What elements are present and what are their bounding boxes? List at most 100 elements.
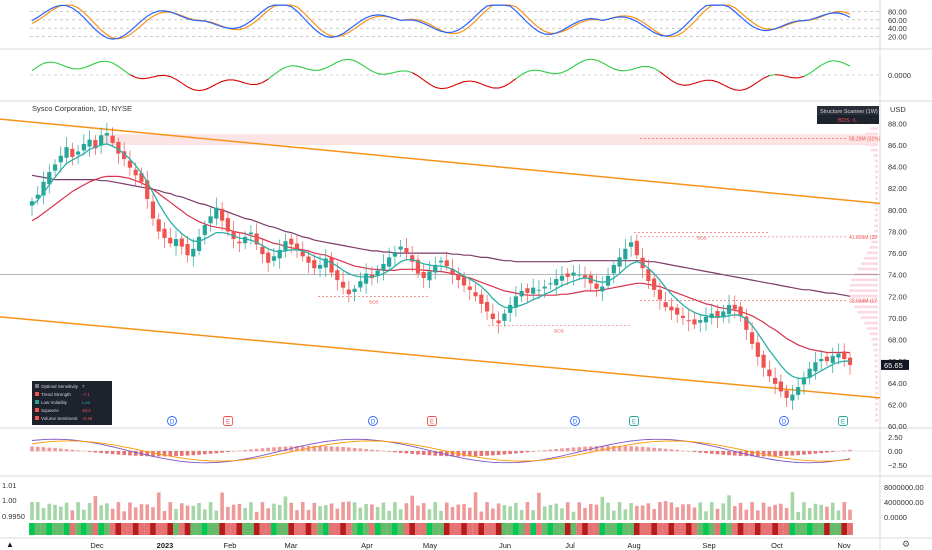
candle-body	[415, 259, 421, 274]
volume-profile-bar	[872, 235, 878, 238]
trend-strip-cell	[639, 523, 646, 535]
candle-body	[490, 313, 495, 320]
volume-profile-bar	[869, 246, 878, 249]
trend-strip-cell	[720, 523, 727, 535]
momentum-segment	[245, 82, 252, 86]
candle-body	[185, 244, 190, 256]
earnings-marker[interactable]: E	[629, 416, 639, 426]
volume-bar	[560, 508, 564, 520]
settings-gear-icon[interactable]: ⚙	[902, 540, 910, 550]
volume-bar	[53, 504, 57, 520]
trend-strip-cell	[409, 523, 416, 535]
level-label: 58.29M (31%)	[849, 137, 881, 143]
momentum-segment	[308, 68, 315, 71]
dividend-marker[interactable]: D	[368, 416, 378, 426]
candle-body	[594, 283, 599, 289]
volume-bar	[231, 504, 236, 520]
time-tick-label: Jul	[565, 541, 575, 550]
candle-body	[387, 257, 392, 267]
osc3-tick-label: 2.50	[888, 433, 903, 442]
volume-bar	[514, 502, 518, 520]
volume-bar	[848, 509, 852, 520]
trend-strip-cell	[536, 523, 542, 535]
time-tick-label: Mar	[285, 541, 298, 550]
volume-bar	[842, 502, 847, 520]
candle-body	[675, 307, 680, 315]
dividend-marker-label: D	[573, 420, 578, 426]
macd-histogram-bar	[583, 446, 587, 452]
dividend-marker[interactable]: D	[167, 416, 177, 426]
volume-profile-bar	[874, 159, 878, 163]
macd-histogram-bar	[260, 448, 265, 452]
candle-body	[289, 238, 294, 245]
macd-histogram-bar	[404, 451, 409, 454]
volume-bar	[151, 507, 155, 520]
volume-bar	[272, 503, 276, 520]
time-tick-label: Nov	[837, 541, 851, 550]
momentum-segment	[573, 62, 580, 67]
stats-panel: Optimal Sensitivity 7 Trend Strength -7.1 Lo…	[32, 381, 112, 425]
volume-bar	[675, 507, 679, 520]
macd-histogram-bar	[174, 451, 178, 457]
osc1-tick-label: 40.00	[888, 24, 907, 33]
trend-strip-cell	[841, 523, 848, 535]
momentum-segment	[273, 69, 281, 76]
dividend-marker[interactable]: D	[570, 416, 580, 426]
momentum-segment	[607, 65, 615, 70]
macd-histogram-bar	[295, 446, 299, 452]
macd-histogram-bar	[807, 451, 812, 455]
momentum-segment	[377, 72, 384, 75]
price-tick-label: 60.00	[888, 422, 907, 431]
macd-histogram-bar	[70, 449, 75, 452]
price-tick-label: 68.00	[888, 336, 907, 345]
candle-body	[300, 251, 305, 257]
macd-histogram-bar	[30, 446, 34, 452]
macd-histogram-bar	[444, 451, 449, 457]
momentum-segment	[406, 70, 413, 74]
macd-histogram-bar	[663, 448, 668, 452]
time-tick-label: Aug	[627, 541, 640, 550]
trend-strip-cell	[155, 523, 162, 535]
volume-profile-bar	[873, 229, 878, 233]
momentum-segment	[556, 72, 563, 75]
volume-bar	[93, 496, 98, 520]
dividend-marker-label: D	[782, 420, 787, 426]
trend-strip-cell	[766, 523, 773, 535]
macd-histogram-bar	[272, 447, 276, 452]
trend-strip-cell	[340, 523, 346, 535]
trend-strip-cell	[98, 523, 105, 535]
volume-profile-bar	[864, 321, 878, 325]
macd-histogram-bar	[347, 447, 351, 452]
earnings-marker[interactable]: E	[223, 416, 233, 426]
macd-histogram-bar	[35, 446, 40, 452]
trend-strip-cell	[305, 523, 312, 535]
volume-bar	[594, 504, 599, 520]
earnings-marker[interactable]: E	[838, 416, 848, 426]
trend-strip-cell	[438, 523, 444, 535]
volume-bar	[640, 505, 645, 520]
momentum-segment	[365, 67, 373, 72]
candle-body	[767, 369, 772, 377]
volume-profile-bar	[849, 283, 878, 287]
candle-body	[87, 139, 92, 147]
candle-body	[484, 301, 490, 312]
volume-profile-bar	[870, 127, 878, 130]
earnings-marker-label: E	[226, 420, 230, 426]
dividend-marker[interactable]: D	[779, 416, 789, 426]
macd-histogram-bar	[53, 448, 57, 452]
earnings-marker[interactable]: E	[427, 416, 437, 426]
volume-bar	[99, 505, 103, 520]
trend-strip-cell	[34, 523, 41, 535]
volume-bar	[133, 507, 138, 520]
momentum-segment	[798, 75, 805, 79]
price-tick-label: 74.00	[888, 271, 907, 280]
momentum-segment	[43, 61, 50, 64]
momentum-segment	[325, 64, 332, 69]
macd-histogram-bar	[398, 451, 403, 453]
macd-histogram-bar	[623, 446, 628, 452]
volume-bar	[756, 510, 760, 520]
volume-bar	[750, 502, 754, 520]
macd-histogram-bar	[571, 447, 576, 452]
volume-profile-bar	[857, 267, 878, 271]
volume-bar	[300, 502, 305, 520]
